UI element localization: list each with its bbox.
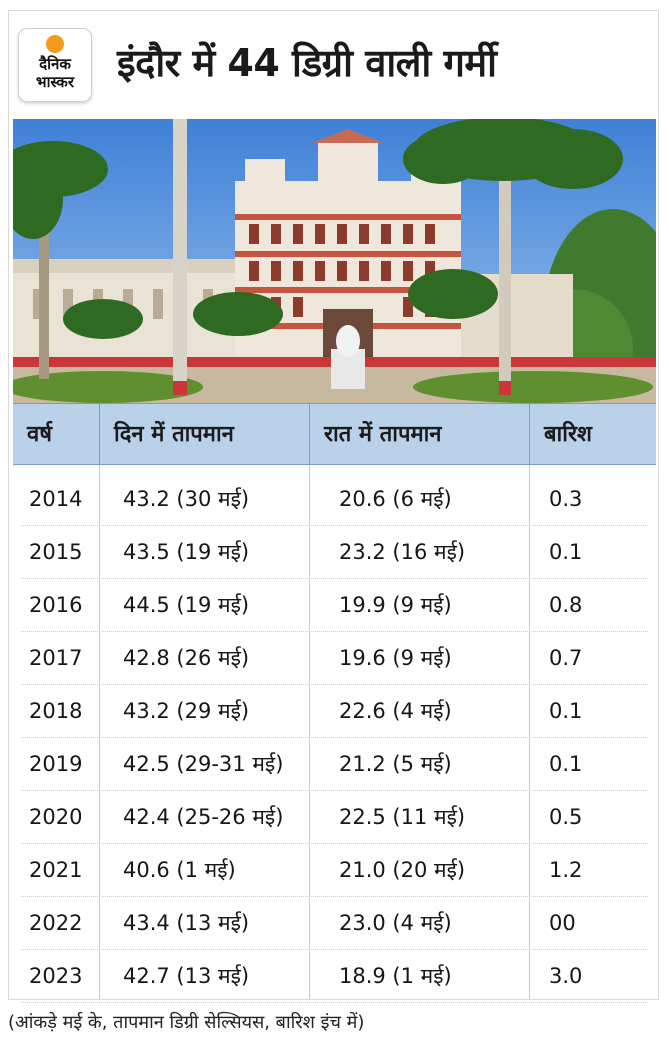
cell-rain: 1.2 (549, 858, 583, 882)
table-row: 2020 42.4 (25-26 मई) 22.5 (11 मई) 0.5 (13, 791, 656, 844)
page-title: इंदौर में 44 डिग्री वाली गर्मी (117, 41, 497, 85)
table-row: 2022 43.4 (13 मई) 23.0 (4 मई) 00 (13, 897, 656, 950)
header: दैनिक भास्कर इंदौर में 44 डिग्री वाली गर… (9, 11, 660, 117)
sun-icon (46, 35, 64, 53)
table-row: 2021 40.6 (1 मई) 21.0 (20 मई) 1.2 (13, 844, 656, 897)
table-row: 2019 42.5 (29-31 मई) 21.2 (5 मई) 0.1 (13, 738, 656, 791)
cell-night-temp: 23.0 (4 मई) (339, 911, 452, 935)
cell-day-temp: 42.8 (26 मई) (123, 646, 250, 670)
cell-night-temp: 19.9 (9 मई) (339, 593, 452, 617)
cell-night-temp: 23.2 (16 मई) (339, 540, 466, 564)
cell-year: 2015 (29, 540, 83, 564)
column-header-year: वर्ष (27, 422, 52, 447)
column-divider (309, 465, 310, 999)
cell-rain: 0.5 (549, 805, 583, 829)
table-header-row: वर्ष दिन में तापमान रात में तापमान बारिश (13, 403, 656, 466)
table-row: 2016 44.5 (19 मई) 19.9 (9 मई) 0.8 (13, 579, 656, 632)
table-body: 2014 43.2 (30 मई) 20.6 (6 मई) 0.3 2015 4… (13, 465, 656, 1003)
cell-year: 2023 (29, 964, 83, 988)
dainik-bhaskar-logo: दैनिक भास्कर (19, 29, 91, 101)
cell-day-temp: 42.4 (25-26 मई) (123, 805, 284, 829)
cell-rain: 0.3 (549, 487, 583, 511)
cell-year: 2020 (29, 805, 83, 829)
cell-day-temp: 43.2 (30 मई) (123, 487, 250, 511)
cell-day-temp: 44.5 (19 मई) (123, 593, 250, 617)
table-row: 2018 43.2 (29 मई) 22.6 (4 मई) 0.1 (13, 685, 656, 738)
cell-day-temp: 43.4 (13 मई) (123, 911, 250, 935)
cell-night-temp: 22.6 (4 मई) (339, 699, 452, 723)
column-divider (529, 465, 530, 999)
cell-day-temp: 40.6 (1 मई) (123, 858, 236, 882)
column-divider (99, 465, 100, 999)
infographic-card: दैनिक भास्कर इंदौर में 44 डिग्री वाली गर… (8, 10, 660, 1003)
column-header-rain: बारिश (529, 404, 656, 466)
table-row: 2023 42.7 (13 मई) 18.9 (1 मई) 3.0 (13, 950, 656, 1003)
cell-day-temp: 43.5 (19 मई) (123, 540, 250, 564)
footnote: (आंकड़े मई के, तापमान डिग्री सेल्सियस, ब… (8, 1012, 365, 1033)
cell-rain: 0.1 (549, 540, 583, 564)
rajwada-palace-photo (13, 119, 656, 403)
cell-year: 2019 (29, 752, 83, 776)
logo-text-line2: भास्कर (36, 73, 74, 91)
palace-illustration (13, 119, 656, 403)
cell-night-temp: 22.5 (11 मई) (339, 805, 466, 829)
cell-night-temp: 19.6 (9 मई) (339, 646, 452, 670)
cell-day-temp: 43.2 (29 मई) (123, 699, 250, 723)
cell-rain: 0.7 (549, 646, 583, 670)
cell-day-temp: 42.5 (29-31 मई) (123, 752, 284, 776)
cell-rain: 0.1 (549, 699, 583, 723)
cell-night-temp: 21.2 (5 मई) (339, 752, 452, 776)
cell-night-temp: 20.6 (6 मई) (339, 487, 452, 511)
cell-rain: 3.0 (549, 964, 583, 988)
logo-text-line1: दैनिक (39, 55, 71, 73)
cell-year: 2017 (29, 646, 83, 670)
cell-year: 2018 (29, 699, 83, 723)
column-header-night-temp: रात में तापमान (309, 404, 529, 466)
cell-night-temp: 18.9 (1 मई) (339, 964, 452, 988)
table-row: 2014 43.2 (30 मई) 20.6 (6 मई) 0.3 (13, 473, 656, 526)
cell-rain: 00 (549, 911, 576, 935)
cell-rain: 0.1 (549, 752, 583, 776)
cell-rain: 0.8 (549, 593, 583, 617)
cell-year: 2021 (29, 858, 83, 882)
column-header-day-temp: दिन में तापमान (99, 404, 309, 466)
table-row: 2017 42.8 (26 मई) 19.6 (9 मई) 0.7 (13, 632, 656, 685)
cell-year: 2022 (29, 911, 83, 935)
table-row: 2015 43.5 (19 मई) 23.2 (16 मई) 0.1 (13, 526, 656, 579)
cell-year: 2016 (29, 593, 83, 617)
cell-day-temp: 42.7 (13 मई) (123, 964, 250, 988)
cell-night-temp: 21.0 (20 मई) (339, 858, 466, 882)
logo-text: दैनिक भास्कर (19, 55, 91, 91)
cell-year: 2014 (29, 487, 83, 511)
